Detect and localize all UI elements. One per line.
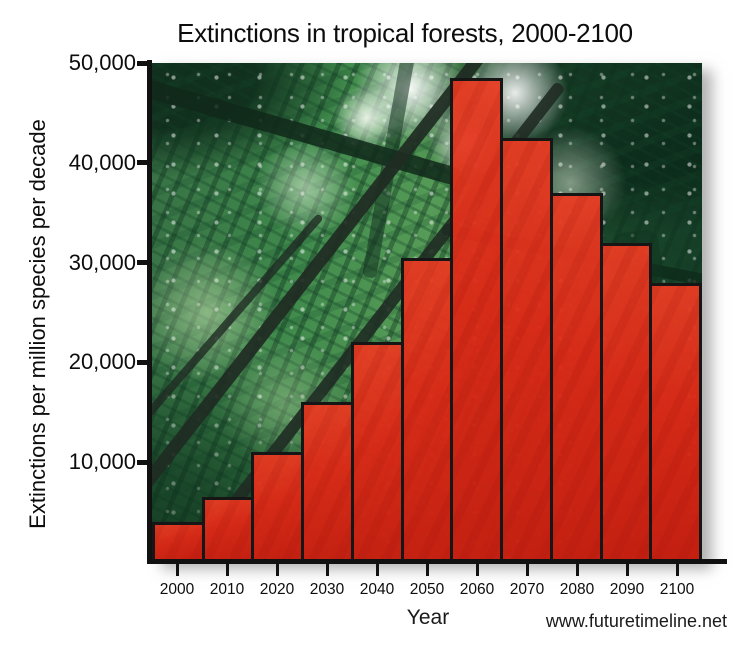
x-tick-mark bbox=[225, 564, 229, 576]
x-tick-cell: 2000 bbox=[152, 564, 202, 599]
x-tick-cell: 2050 bbox=[402, 564, 452, 599]
x-axis-title: Year bbox=[406, 606, 450, 629]
bar-2100 bbox=[649, 282, 702, 562]
y-tick-mark bbox=[137, 260, 148, 266]
bar-2070 bbox=[500, 137, 553, 562]
watermark-url: www.futuretimeline.net bbox=[545, 611, 727, 631]
x-tick-cell: 2030 bbox=[302, 564, 352, 599]
x-tick-mark bbox=[525, 564, 529, 576]
y-tick-label: 30,000 bbox=[68, 249, 136, 275]
plot-area bbox=[152, 63, 702, 562]
x-tick-label: 2030 bbox=[309, 581, 345, 598]
y-tick-label: 50,000 bbox=[68, 50, 136, 75]
y-tick-mark bbox=[137, 160, 148, 166]
y-tick-mark bbox=[137, 359, 148, 365]
x-tick-cell: 2060 bbox=[452, 564, 502, 599]
bar-2010 bbox=[201, 497, 255, 562]
x-tick-cell: 2040 bbox=[352, 564, 402, 599]
x-tick-cell: 2100 bbox=[652, 564, 702, 599]
x-tick-mark bbox=[175, 564, 179, 576]
x-tick-mark bbox=[575, 564, 579, 576]
x-tick-label: 2080 bbox=[559, 581, 595, 598]
x-tick-label: 2090 bbox=[609, 581, 645, 598]
y-tick-label: 20,000 bbox=[68, 349, 136, 375]
x-tick-label: 2070 bbox=[509, 581, 545, 598]
bars-layer bbox=[152, 63, 702, 562]
x-tick-cell: 2010 bbox=[202, 564, 252, 599]
x-tick-mark bbox=[625, 564, 629, 576]
x-tick-mark bbox=[475, 564, 479, 576]
x-tick-label: 2100 bbox=[659, 581, 695, 598]
y-tick-label: 10,000 bbox=[68, 449, 136, 475]
x-tick-mark bbox=[375, 564, 379, 576]
bar-2060 bbox=[450, 77, 504, 562]
bar-2050 bbox=[400, 257, 454, 562]
bar-2080 bbox=[549, 192, 603, 562]
x-tick-label: 2000 bbox=[159, 581, 195, 598]
y-tick-mark bbox=[137, 60, 148, 66]
x-axis-ticks: 2000 2010 2020 2030 2040 2050 2060 2070 2080 2090… bbox=[152, 564, 702, 599]
x-tick-label: 2010 bbox=[209, 581, 245, 598]
bar-2030 bbox=[301, 402, 354, 562]
x-tick-label: 2040 bbox=[359, 581, 395, 598]
x-tick-cell: 2020 bbox=[252, 564, 302, 599]
x-tick-label: 2050 bbox=[409, 581, 445, 598]
x-tick-cell: 2090 bbox=[602, 564, 652, 599]
x-tick-mark bbox=[275, 564, 279, 576]
y-tick-mark bbox=[137, 459, 148, 465]
x-tick-mark bbox=[425, 564, 429, 576]
bar-2090 bbox=[599, 242, 653, 562]
x-tick-mark bbox=[325, 564, 329, 576]
y-tick-label: 40,000 bbox=[68, 149, 136, 175]
x-tick-cell: 2080 bbox=[552, 564, 602, 599]
y-axis-line bbox=[147, 60, 152, 564]
x-tick-label: 2060 bbox=[459, 581, 495, 598]
bar-2020 bbox=[251, 452, 305, 562]
x-tick-mark bbox=[675, 564, 679, 576]
bar-2040 bbox=[350, 342, 404, 562]
x-axis-line bbox=[147, 559, 727, 564]
x-tick-cell: 2070 bbox=[502, 564, 552, 599]
x-tick-label: 2020 bbox=[259, 581, 295, 598]
bar-2000 bbox=[152, 522, 205, 562]
chart-title: Extinctions in tropical forests, 2000-21… bbox=[177, 18, 633, 48]
